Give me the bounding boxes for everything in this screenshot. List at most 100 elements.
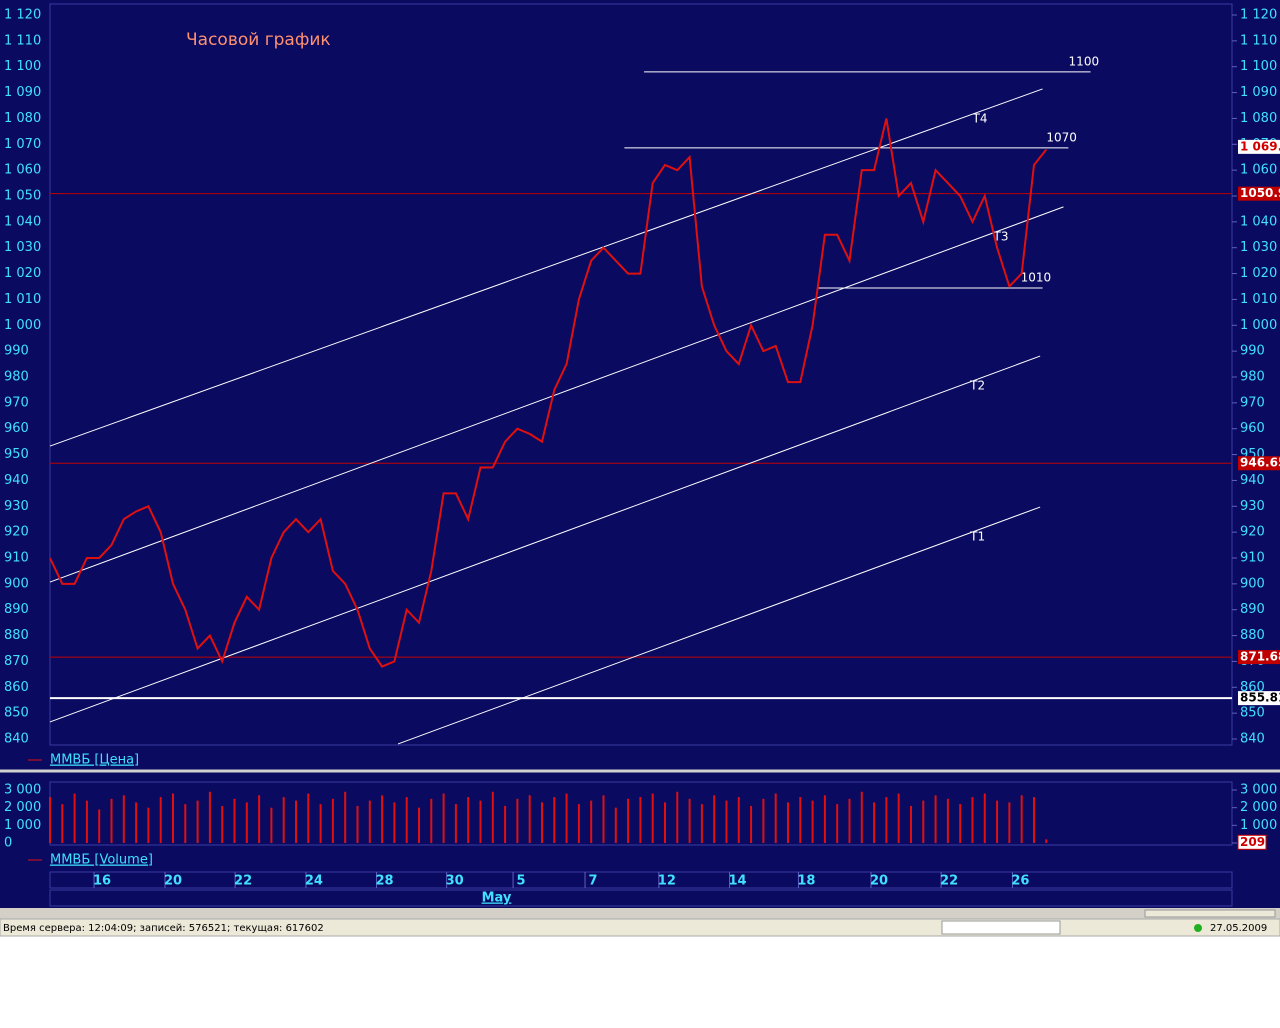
y-tick-label: 930 (4, 499, 29, 514)
x-tick-label: 14 (729, 874, 747, 889)
y-tick-label: 3 000 (1240, 783, 1277, 798)
y-tick-label: 1 080 (4, 111, 41, 126)
y-tick-label: 890 (4, 602, 29, 617)
trendline-label: T2 (969, 379, 985, 393)
y-tick-label: 1 100 (1240, 59, 1277, 74)
y-tick-label: 960 (4, 421, 29, 436)
x-tick-label: 22 (940, 874, 958, 889)
y-tick-label: 1 120 (1240, 8, 1277, 23)
legend[interactable]: ММВБ [Цена] (50, 753, 139, 768)
chart-title: Часовой график (186, 30, 331, 50)
x-tick-label: 20 (870, 874, 888, 889)
y-tick-label: 1 110 (4, 33, 41, 48)
level-tag (1238, 691, 1280, 706)
y-tick-label: 1 010 (1240, 292, 1277, 307)
y-tick-label: 1 020 (4, 266, 41, 281)
y-tick-label: 1 090 (4, 85, 41, 100)
current-label: 1 069. (1240, 139, 1280, 153)
y-tick-label: 910 (1240, 551, 1265, 566)
y-tick-label: 1 030 (4, 240, 41, 255)
x-tick-label: 18 (797, 874, 815, 889)
y-tick-label: 0 (4, 836, 12, 851)
date-strip (49, 871, 1233, 889)
x-tick-label: 16 (93, 874, 111, 889)
level-tag (1238, 456, 1280, 471)
y-tick-label: 1 100 (4, 59, 41, 74)
price-plot (49, 3, 1233, 746)
y-tick-label: 1 000 (1240, 818, 1277, 833)
y-tick-label: 3 000 (4, 783, 41, 798)
y-tick-label: 870 (4, 654, 29, 669)
level-label: 855.81 (1240, 691, 1280, 705)
y-tick-label: 1 000 (1240, 318, 1277, 333)
y-tick-label: 890 (1240, 602, 1265, 617)
level-tag (1238, 650, 1280, 665)
status-text: Время сервера: 12:04:09; записей: 576521… (3, 923, 324, 934)
y-tick-label: 1 090 (1240, 85, 1277, 100)
trendline-label: T1 (969, 530, 985, 544)
y-tick-label: 1 050 (4, 189, 41, 204)
trendline (397, 506, 1041, 745)
x-tick-label: 5 (517, 874, 526, 889)
y-tick-label: 880 (1240, 628, 1265, 643)
y-tick-label: 970 (1240, 395, 1265, 410)
current-tag (1237, 834, 1267, 850)
y-tick-label: 1 000 (4, 318, 41, 333)
x-tick-label: 7 (589, 874, 598, 889)
y-tick-label: 1 060 (4, 163, 41, 178)
level-tag (1238, 186, 1280, 201)
y-tick-label: 1 040 (1240, 214, 1277, 229)
y-tick-label: 980 (1240, 370, 1265, 385)
x-tick-label: 20 (164, 874, 182, 889)
y-tick-label: 1 070 (4, 137, 41, 152)
y-tick-label: 1 110 (1240, 33, 1277, 48)
trendline-label: 1100 (1069, 54, 1100, 68)
chart-window (0, 0, 1280, 920)
y-tick-label: 940 (1240, 473, 1265, 488)
y-tick-label: 980 (4, 370, 29, 385)
level-label: 946.65 (1240, 456, 1280, 470)
trendline (49, 355, 1041, 723)
y-tick-label: 840 (1240, 732, 1265, 747)
y-tick-label: 1 080 (1240, 111, 1277, 126)
trendline-label: 1010 (1021, 271, 1052, 285)
y-tick-label: 1 060 (1240, 163, 1277, 178)
x-tick-label: 26 (1011, 874, 1029, 889)
y-tick-label: 2 000 (4, 800, 41, 815)
y-tick-label: 1 030 (1240, 240, 1277, 255)
legend[interactable]: ММВБ [Volume] (50, 853, 153, 868)
y-tick-label: 2 000 (1240, 800, 1277, 815)
level-label: 1050.9 (1240, 186, 1280, 200)
x-tick-label: 24 (305, 874, 323, 889)
scrollbar[interactable] (0, 908, 1280, 919)
y-tick-label: 900 (4, 576, 29, 591)
trendline (49, 206, 1064, 583)
y-tick-label: 920 (1240, 525, 1265, 540)
y-tick-label: 930 (1240, 499, 1265, 514)
y-tick-label: 910 (4, 551, 29, 566)
y-tick-label: 1 000 (4, 818, 41, 833)
y-tick-label: 850 (1240, 706, 1265, 721)
y-tick-label: 860 (4, 680, 29, 695)
x-tick-label: 12 (658, 874, 676, 889)
y-tick-label: 860 (1240, 680, 1265, 695)
y-tick-label: 990 (1240, 344, 1265, 359)
level-label: 871.68 (1240, 650, 1280, 664)
y-tick-label: 950 (4, 447, 29, 462)
y-tick-label: 1 010 (4, 292, 41, 307)
current-label: 209 (1240, 835, 1265, 849)
status-date: 27.05.2009 (1210, 923, 1267, 934)
y-tick-label: 850 (4, 706, 29, 721)
x-tick-label: 30 (446, 874, 464, 889)
x-tick-label: 22 (234, 874, 252, 889)
y-tick-label: 1 120 (4, 8, 41, 23)
trendline-label: T4 (972, 111, 988, 125)
y-tick-label: 920 (4, 525, 29, 540)
trendline-label: T3 (992, 229, 1008, 243)
y-tick-label: 970 (4, 395, 29, 410)
y-tick-label: 1 020 (1240, 266, 1277, 281)
scroll-thumb[interactable] (1144, 909, 1276, 918)
y-tick-label: 1 040 (4, 214, 41, 229)
